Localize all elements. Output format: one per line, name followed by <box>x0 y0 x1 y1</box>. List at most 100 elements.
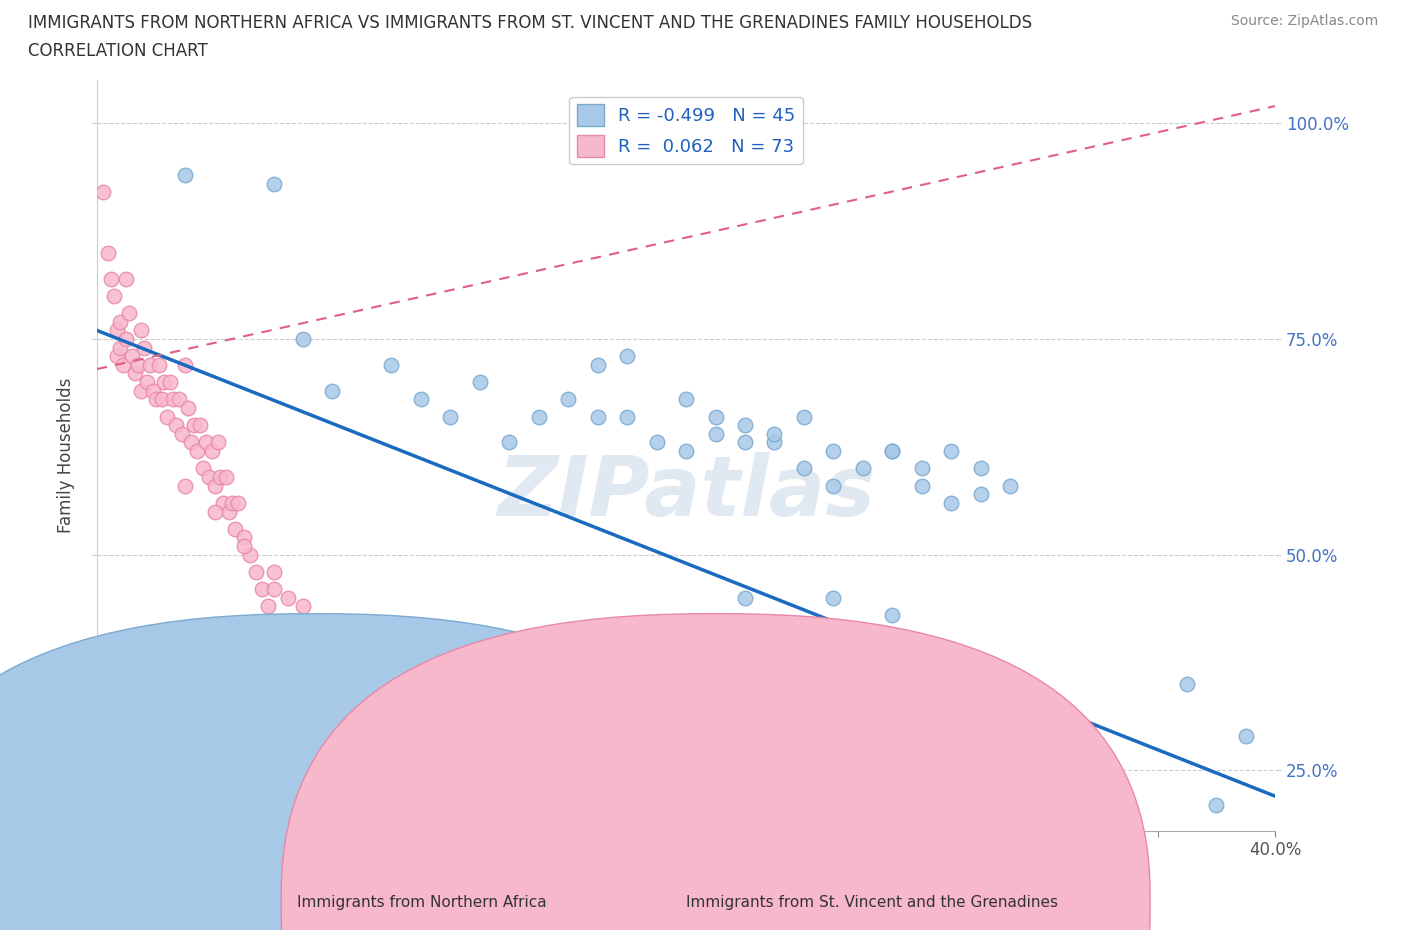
Point <box>167 392 190 406</box>
Point <box>970 461 993 476</box>
Point <box>763 435 786 450</box>
Point <box>998 478 1021 493</box>
Point <box>1234 728 1257 743</box>
FancyBboxPatch shape <box>0 614 749 930</box>
Point <box>103 288 125 303</box>
Point <box>226 496 249 511</box>
Point <box>233 530 256 545</box>
Point <box>132 340 155 355</box>
Point <box>159 375 181 390</box>
Point <box>183 418 205 432</box>
Point <box>911 461 934 476</box>
Point <box>616 617 638 631</box>
Point <box>882 607 904 622</box>
Point <box>256 599 278 614</box>
Point <box>145 392 167 406</box>
Point <box>115 272 138 286</box>
Point <box>121 349 143 364</box>
Point <box>212 496 235 511</box>
Point <box>209 470 232 485</box>
Point <box>207 435 229 450</box>
Point <box>204 478 226 493</box>
Point <box>269 617 291 631</box>
Point <box>188 418 211 432</box>
Point <box>191 461 214 476</box>
Point <box>468 375 491 390</box>
Point <box>110 340 132 355</box>
Point <box>291 617 314 631</box>
Point <box>321 383 343 398</box>
Point <box>197 470 219 485</box>
Point <box>162 392 184 406</box>
Point <box>307 617 329 631</box>
Point <box>823 591 845 605</box>
Point <box>115 331 138 346</box>
Point <box>328 685 350 700</box>
Point <box>172 427 194 442</box>
Point <box>148 357 170 372</box>
Point <box>156 409 179 424</box>
Point <box>124 366 146 381</box>
Point <box>194 435 217 450</box>
Point <box>1205 797 1227 812</box>
Point <box>911 478 934 493</box>
Point <box>616 349 638 364</box>
Point <box>527 409 550 424</box>
Point <box>763 427 786 442</box>
Point <box>734 435 756 450</box>
Point <box>321 702 343 717</box>
Point <box>616 409 638 424</box>
Point <box>586 409 609 424</box>
Text: Immigrants from St. Vincent and the Grenadines: Immigrants from St. Vincent and the Gren… <box>686 895 1057 910</box>
Point <box>250 582 273 597</box>
Point <box>1175 677 1198 692</box>
Point <box>277 591 299 605</box>
Point <box>112 357 135 372</box>
Point <box>174 478 197 493</box>
Point <box>153 375 176 390</box>
Point <box>498 435 520 450</box>
Point <box>201 444 224 458</box>
Text: IMMIGRANTS FROM NORTHERN AFRICA VS IMMIGRANTS FROM ST. VINCENT AND THE GRENADINE: IMMIGRANTS FROM NORTHERN AFRICA VS IMMIG… <box>28 14 1032 32</box>
Point <box>823 444 845 458</box>
Point <box>291 599 314 614</box>
Point <box>97 246 120 260</box>
Point <box>304 668 326 683</box>
Point <box>675 444 697 458</box>
Point <box>645 435 668 450</box>
Point <box>105 323 128 338</box>
Point <box>380 357 402 372</box>
Point <box>941 444 963 458</box>
Point <box>263 565 285 579</box>
Point <box>586 357 609 372</box>
Point <box>129 383 152 398</box>
Point <box>298 651 321 666</box>
Point <box>970 486 993 501</box>
FancyBboxPatch shape <box>281 614 1150 930</box>
Point <box>215 470 238 485</box>
Point <box>150 392 173 406</box>
Point <box>118 306 141 321</box>
Point <box>180 435 202 450</box>
Text: ZIPatlas: ZIPatlas <box>498 453 875 534</box>
Point <box>218 504 240 519</box>
Point <box>277 633 299 648</box>
Text: Immigrants from Northern Africa: Immigrants from Northern Africa <box>297 895 547 910</box>
Legend: R = -0.499   N = 45, R =  0.062   N = 73: R = -0.499 N = 45, R = 0.062 N = 73 <box>569 97 803 165</box>
Point <box>245 565 267 579</box>
Y-axis label: Family Households: Family Households <box>58 378 75 533</box>
Point <box>263 582 285 597</box>
Text: Source: ZipAtlas.com: Source: ZipAtlas.com <box>1230 14 1378 28</box>
Point <box>224 522 246 537</box>
Point <box>852 461 875 476</box>
Point <box>177 401 200 416</box>
Text: CORRELATION CHART: CORRELATION CHART <box>28 42 208 60</box>
Point <box>941 496 963 511</box>
Point <box>127 357 149 372</box>
Point <box>139 357 162 372</box>
Point <box>129 323 152 338</box>
Point <box>793 461 815 476</box>
Point <box>734 591 756 605</box>
Point <box>174 357 197 372</box>
Point <box>882 444 904 458</box>
